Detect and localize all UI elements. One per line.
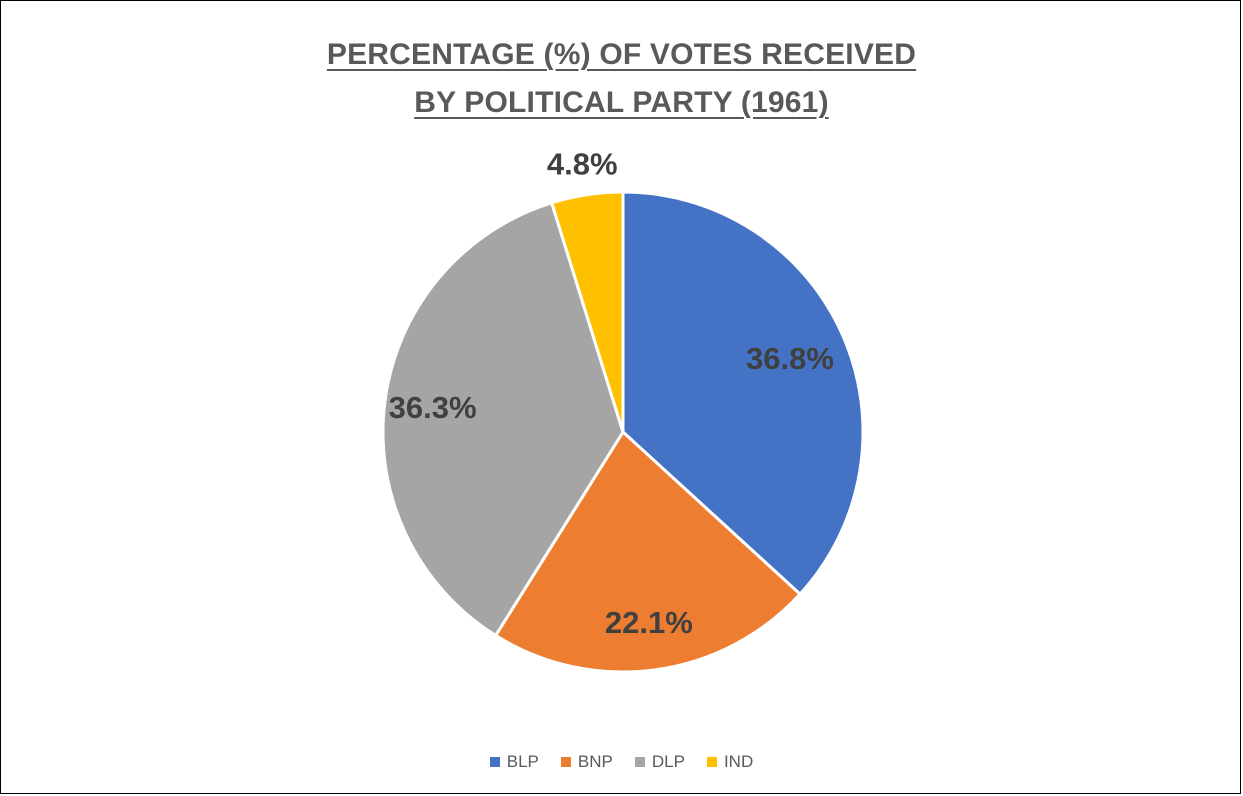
pie-slice-dlp [381, 200, 625, 638]
legend-label-blp: BLP [506, 752, 539, 771]
legend-swatch-dlp [634, 757, 645, 767]
pie-slice-bnp [493, 429, 803, 674]
legend-label-dlp: DLP [651, 752, 685, 771]
chart-title-line-1: PERCENTAGE (%) OF VOTES RECEIVED [326, 38, 917, 71]
data-label-blp: 36.8% [746, 341, 834, 376]
data-label-bnp: 22.1% [605, 605, 693, 640]
legend-item-blp: BLP [489, 752, 539, 772]
legend-swatch-blp [489, 757, 500, 767]
legend-label-ind: IND [723, 752, 754, 771]
legend-item-ind: IND [706, 752, 754, 772]
legend-swatch-ind [706, 757, 717, 767]
legend: BLP BNP DLP IND [0, 752, 1243, 772]
legend-label-bnp: BNP [577, 752, 613, 771]
data-label-dlp: 36.3% [389, 390, 477, 425]
data-label-ind: 4.8% [547, 146, 618, 181]
legend-swatch-bnp [560, 757, 571, 767]
chart-title-line-2: BY POLITICAL PARTY (1961) [414, 86, 829, 119]
pie-slice-ind [549, 190, 625, 433]
legend-item-dlp: DLP [634, 752, 685, 772]
legend-item-bnp: BNP [560, 752, 613, 772]
pie-slice-blp [621, 190, 865, 597]
